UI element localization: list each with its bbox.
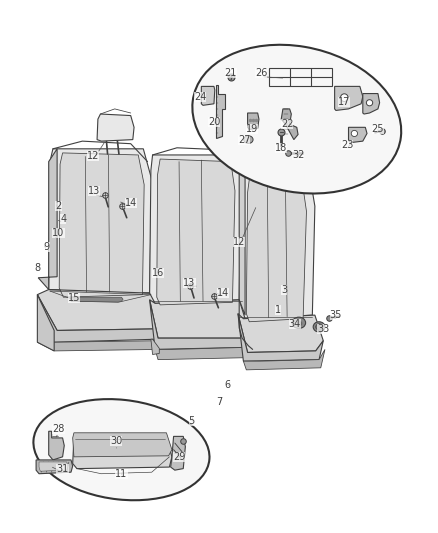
Text: 16: 16 — [152, 268, 164, 278]
Polygon shape — [73, 433, 172, 457]
Text: 8: 8 — [34, 263, 40, 272]
Polygon shape — [246, 180, 307, 322]
Polygon shape — [335, 86, 363, 110]
Polygon shape — [244, 350, 325, 370]
Polygon shape — [150, 300, 254, 338]
Polygon shape — [59, 153, 144, 297]
Ellipse shape — [351, 131, 357, 136]
Polygon shape — [73, 438, 172, 469]
Text: 31: 31 — [57, 464, 69, 474]
Text: 21: 21 — [225, 68, 237, 78]
Text: 13: 13 — [88, 186, 100, 196]
Ellipse shape — [244, 136, 253, 143]
Ellipse shape — [316, 324, 322, 330]
Polygon shape — [171, 437, 185, 470]
Text: 17: 17 — [338, 96, 350, 107]
Text: 28: 28 — [52, 424, 64, 434]
Text: 33: 33 — [317, 324, 329, 334]
Polygon shape — [49, 149, 152, 300]
Text: 30: 30 — [110, 437, 122, 447]
Text: 10: 10 — [52, 228, 64, 238]
Text: 15: 15 — [68, 293, 80, 303]
Polygon shape — [238, 313, 323, 361]
Polygon shape — [155, 337, 256, 360]
Polygon shape — [239, 173, 245, 315]
Ellipse shape — [192, 45, 401, 193]
Text: 13: 13 — [184, 278, 196, 288]
Polygon shape — [281, 109, 298, 140]
Text: 27: 27 — [238, 135, 251, 144]
Text: 32: 32 — [292, 150, 304, 160]
Text: 26: 26 — [255, 68, 267, 78]
Text: 9: 9 — [43, 242, 49, 252]
Text: 3: 3 — [281, 285, 287, 295]
Text: 18: 18 — [275, 143, 287, 153]
Polygon shape — [150, 155, 244, 303]
Polygon shape — [37, 289, 163, 330]
Text: 4: 4 — [60, 214, 67, 224]
Polygon shape — [150, 300, 254, 350]
Ellipse shape — [340, 94, 348, 101]
Polygon shape — [38, 149, 57, 289]
Polygon shape — [39, 462, 67, 471]
Polygon shape — [238, 313, 323, 352]
Ellipse shape — [313, 322, 325, 332]
Polygon shape — [36, 460, 73, 474]
Polygon shape — [349, 127, 367, 143]
Text: 25: 25 — [372, 124, 384, 134]
Polygon shape — [151, 339, 159, 354]
Polygon shape — [97, 114, 134, 141]
Text: 14: 14 — [217, 288, 230, 298]
Text: 22: 22 — [281, 119, 293, 130]
Text: 5: 5 — [188, 416, 195, 426]
Text: 23: 23 — [341, 140, 353, 150]
Ellipse shape — [292, 317, 306, 328]
Polygon shape — [201, 86, 215, 106]
Text: 11: 11 — [115, 469, 127, 479]
Polygon shape — [37, 295, 54, 351]
Text: 29: 29 — [173, 452, 185, 462]
Text: 1: 1 — [275, 305, 281, 315]
Ellipse shape — [33, 399, 209, 500]
Polygon shape — [363, 94, 380, 114]
Polygon shape — [71, 297, 123, 301]
Polygon shape — [239, 173, 315, 319]
Text: 14: 14 — [124, 198, 137, 207]
Polygon shape — [247, 113, 259, 130]
Text: 12: 12 — [233, 237, 245, 247]
Polygon shape — [37, 330, 166, 351]
Ellipse shape — [366, 100, 373, 106]
Text: 34: 34 — [289, 319, 301, 329]
Text: 12: 12 — [87, 151, 99, 161]
Polygon shape — [215, 85, 225, 138]
Text: 20: 20 — [208, 117, 220, 127]
Text: 6: 6 — [224, 380, 230, 390]
Text: 7: 7 — [216, 397, 222, 407]
Text: 19: 19 — [246, 124, 258, 134]
Polygon shape — [157, 159, 235, 305]
Polygon shape — [244, 146, 276, 171]
Polygon shape — [37, 295, 163, 342]
Text: 24: 24 — [194, 92, 206, 102]
Polygon shape — [49, 431, 64, 460]
Text: 35: 35 — [330, 310, 342, 320]
Text: 2: 2 — [55, 201, 61, 211]
